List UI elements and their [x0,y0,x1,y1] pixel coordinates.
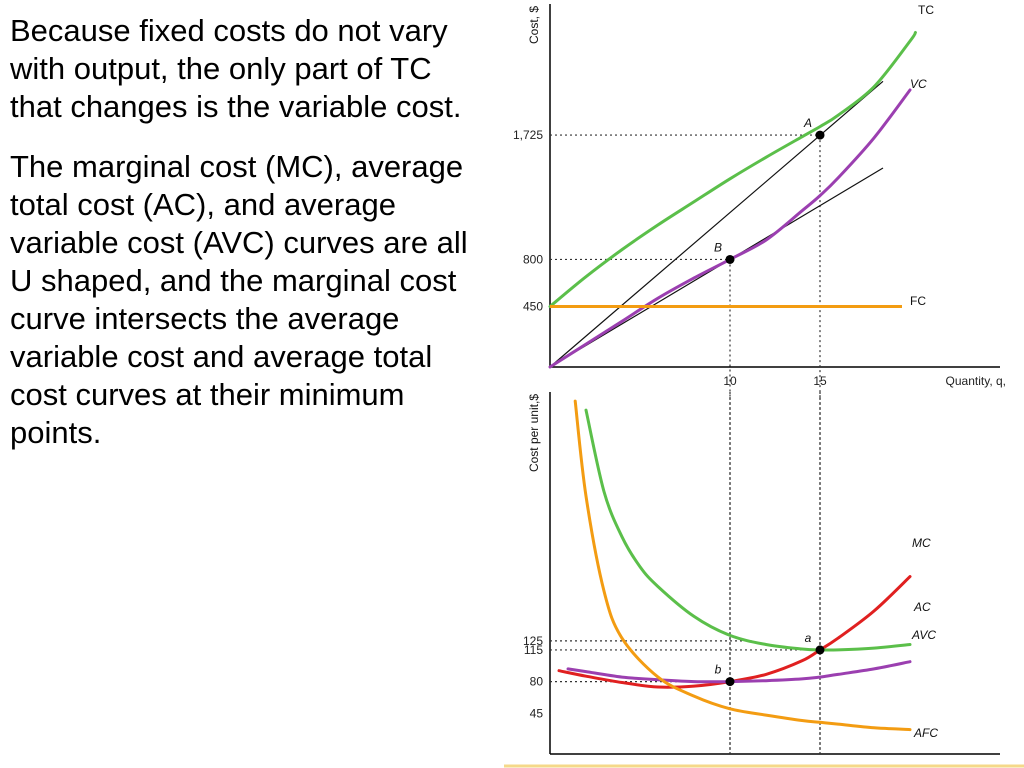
point-label-b: b [715,663,722,677]
point-label-a: A [803,116,812,130]
series-label-mc: MC [912,536,931,550]
y-axis-label: Cost per unit,$ [527,394,541,472]
y-tick-label-800: 800 [523,252,543,266]
total-cost-chart: Cost, $ 1,725 800 450 10 15 Quantity, q, TC VC FC… [513,3,1006,398]
y-tick-label-115: 115 [524,643,543,657]
paragraph-marginal-cost: The marginal cost (MC), average total co… [10,149,468,450]
point-a [815,130,825,140]
y-tick-label-80: 80 [530,675,544,689]
series-label-tc: TC [918,3,934,17]
x-axis-label: Quantity, q, [946,374,1006,388]
series-mc-curve [557,575,912,689]
series-label-afc: AFC [913,726,938,740]
point-a [815,645,825,655]
series-label-ac: AC [913,600,931,614]
point-b [725,254,735,264]
point-b [725,677,735,687]
series-label-vc: VC [910,77,927,91]
point-label-a: a [805,631,812,645]
y-axis-label: Cost, $ [527,6,541,44]
series-tc-curve [548,31,917,308]
y-tick-label-450: 450 [523,300,543,314]
series-afc-curve [573,399,912,732]
series-label-avc: AVC [911,628,936,642]
series-label-fc: FC [910,294,926,308]
x-tick-label-10: 10 [723,374,737,388]
paragraph-fixed-costs: Because fixed costs do not vary with out… [10,13,462,124]
x-tick-label-15: 15 [813,374,827,388]
y-tick-label-45: 45 [530,706,544,720]
series-vc-curve [548,88,912,369]
y-tick-label-1-725: 1,725 [513,128,543,142]
tangent-ray-1 [549,80,884,368]
series-ac-curve [584,408,912,652]
text-column: Because fixed costs do not vary with out… [10,12,480,452]
point-label-b: B [714,240,722,254]
series-avc-curve [566,660,912,684]
y-tick-label-125: 125 [523,634,543,648]
